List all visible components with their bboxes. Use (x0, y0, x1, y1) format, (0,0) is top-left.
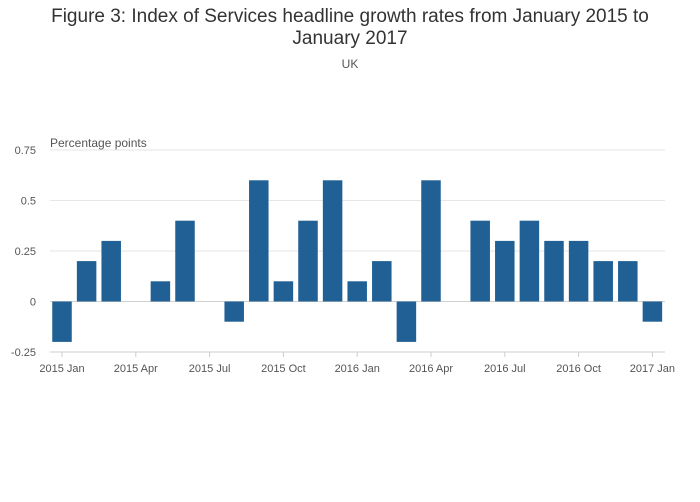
x-tick-label: 2016 Oct (556, 363, 601, 375)
bar-2016-aug[interactable] (519, 220, 540, 302)
y-tick-label: 0.5 (21, 196, 36, 208)
bar-2017-jan[interactable] (642, 301, 663, 322)
bar-2016-jun[interactable] (470, 220, 490, 302)
bar-2016-jan[interactable] (347, 281, 367, 302)
x-tick-label: 2015 Oct (261, 363, 306, 375)
x-tick-label: 2015 Jul (189, 363, 231, 375)
y-tick-label: 0.25 (15, 246, 36, 258)
bar-2015-feb[interactable] (76, 261, 97, 302)
bar-2015-jan[interactable] (52, 301, 72, 342)
y-tick-label: 0 (30, 297, 36, 309)
bar-2016-jul[interactable] (495, 240, 515, 302)
x-tick-label: 2015 Jan (39, 363, 84, 375)
bar-2016-nov[interactable] (593, 261, 613, 302)
chart-title: Figure 3: Index of Services headline gro… (51, 6, 649, 49)
x-tick-label: 2016 Jul (484, 363, 526, 375)
x-tick-label: 2016 Apr (409, 363, 453, 375)
bar-2015-may[interactable] (150, 281, 171, 302)
bar-2015-mar[interactable] (101, 240, 121, 302)
bar-2016-dec[interactable] (618, 261, 638, 302)
bar-2015-nov[interactable] (298, 220, 318, 302)
bar-2016-feb[interactable] (372, 261, 392, 302)
axes: -0.25 0 0.25 0.5 0.75 2015 Jan 2015 Apr 2015 Ju… (11, 145, 675, 375)
bars (52, 180, 663, 342)
x-tick-label: 2017 Jan (630, 363, 675, 375)
bar-2016-sep[interactable] (544, 240, 564, 302)
bar-2015-oct[interactable] (273, 281, 294, 302)
bar-2015-aug[interactable] (224, 301, 244, 322)
y-axis-label: Percentage points (50, 136, 147, 150)
bar-2016-mar[interactable] (396, 301, 417, 342)
bar-2015-sep[interactable] (249, 180, 269, 302)
bar-2016-oct[interactable] (568, 240, 589, 302)
y-tick-label: 0.75 (15, 145, 36, 157)
bar-2015-jun[interactable] (175, 220, 195, 302)
x-tick-label: 2016 Jan (335, 363, 380, 375)
chart-subtitle: UK (341, 57, 359, 71)
bar-2015-dec[interactable] (322, 180, 343, 302)
bar-2016-apr[interactable] (421, 180, 441, 302)
x-tick-label: 2015 Apr (114, 363, 158, 375)
y-tick-label: -0.25 (11, 347, 36, 359)
